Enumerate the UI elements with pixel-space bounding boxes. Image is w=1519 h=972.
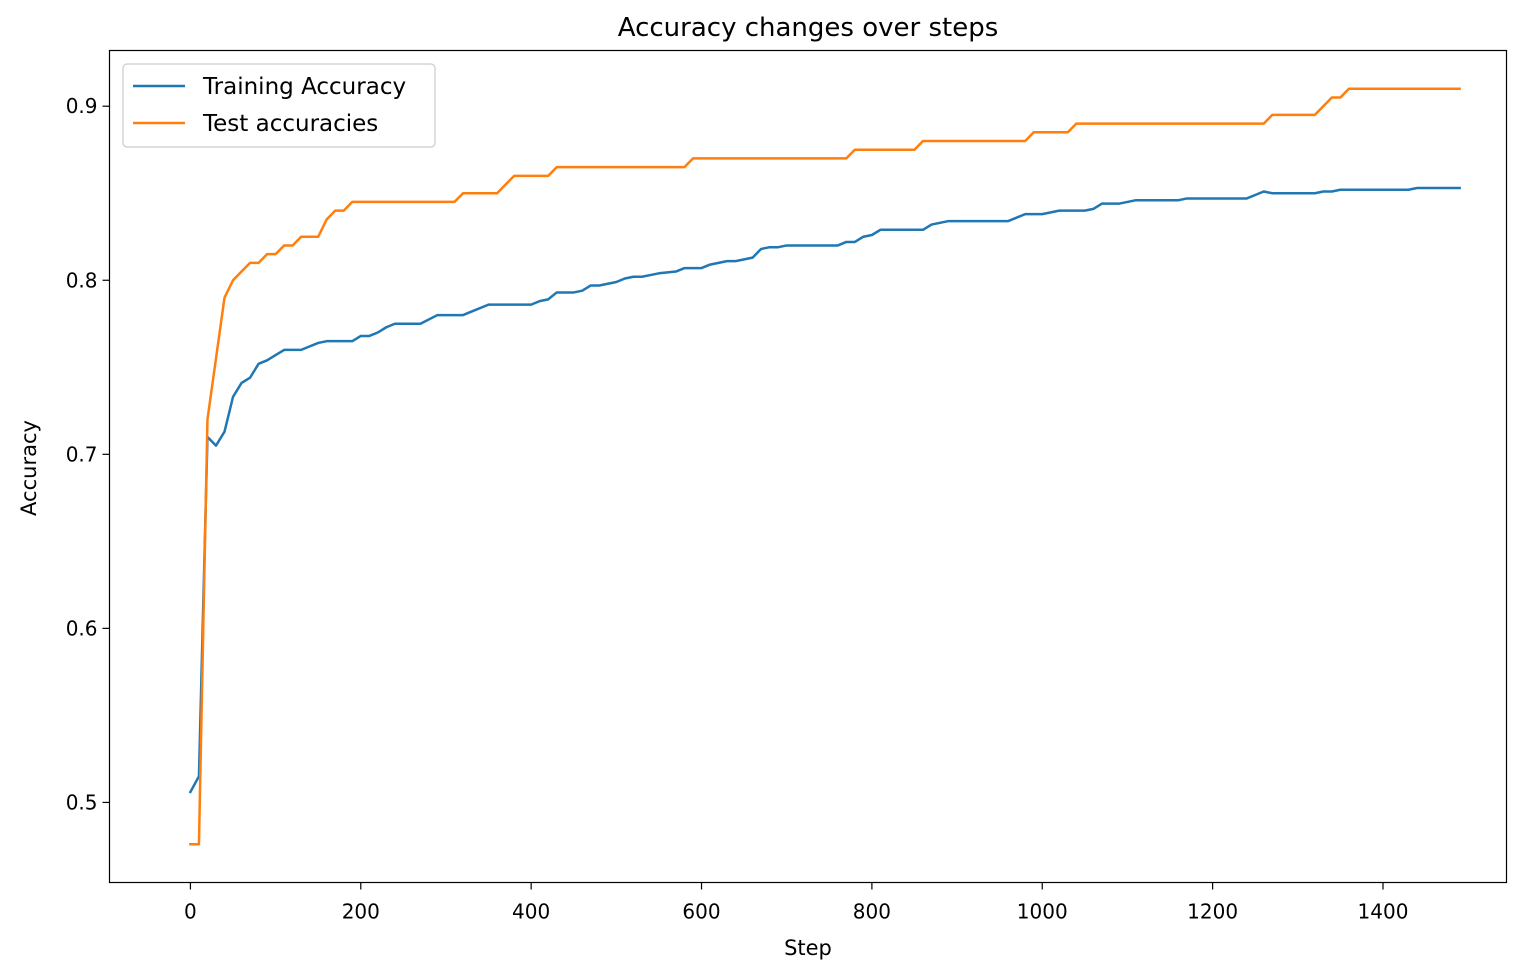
plot-frame	[108, 49, 1508, 884]
y-axis-label: Accuracy	[17, 420, 41, 516]
series-layer	[188, 87, 1461, 846]
y-tick-label: 0.5	[66, 790, 98, 814]
y-tick-label: 0.6	[66, 616, 98, 640]
legend-label-test-accuracies: Test accuracies	[202, 111, 378, 137]
y-axis: 0.5 0.6 0.7 0.8 0.9	[66, 94, 110, 814]
x-tick-label: 600	[682, 900, 720, 924]
x-tick-label: 800	[853, 900, 891, 924]
y-tick-label: 0.7	[66, 442, 98, 466]
y-tick-label: 0.8	[66, 268, 98, 292]
x-tick-label: 0	[184, 900, 197, 924]
x-tick-label: 200	[342, 900, 380, 924]
x-axis-label: Step	[784, 936, 832, 960]
legend: Training Accuracy Test accuracies	[122, 63, 436, 148]
x-tick-label: 1400	[1358, 900, 1409, 924]
legend-box	[122, 63, 436, 148]
y-tick-label: 0.9	[66, 94, 98, 118]
series-line-training-accuracy	[188, 186, 1461, 794]
x-tick-label: 1200	[1187, 900, 1238, 924]
x-tick-label: 1000	[1017, 900, 1068, 924]
x-axis: 0 200 400 600 800 1000 1200 1400	[184, 882, 1409, 924]
x-tick-label: 400	[512, 900, 550, 924]
legend-label-training-accuracy: Training Accuracy	[202, 74, 406, 100]
chart-title: Accuracy changes over steps	[618, 13, 999, 43]
series-line-test-accuracies	[189, 87, 1461, 846]
